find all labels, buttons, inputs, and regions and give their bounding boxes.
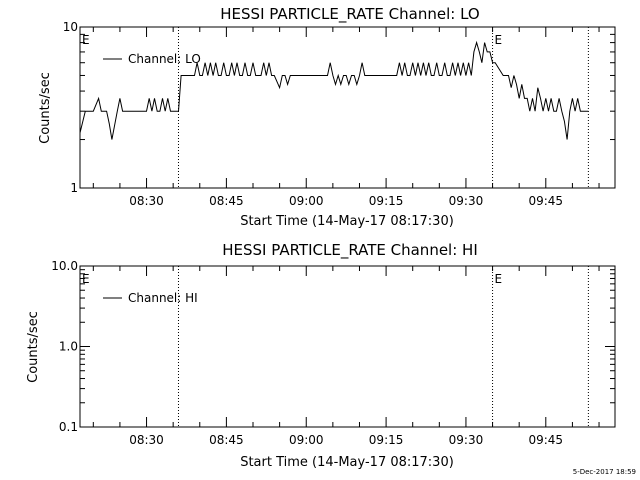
panel-hi: HESSI PARTICLE_RATE Channel: HI Start Ti… xyxy=(26,241,478,470)
panel-lo: HESSI PARTICLE_RATE Channel: LO Start Ti… xyxy=(38,5,480,229)
panel-hi-legend-label: Channel: HI xyxy=(128,291,198,305)
x-tick-label: 08:30 xyxy=(129,194,164,208)
x-tick-label: 08:45 xyxy=(209,433,244,447)
y-tick-label: 10.0 xyxy=(51,259,78,273)
y-tick-label: 1.0 xyxy=(59,340,78,354)
y-tick-label: 1 xyxy=(70,181,78,195)
x-tick-label: 09:00 xyxy=(289,194,324,208)
x-tick-label: 09:15 xyxy=(369,194,404,208)
event-marker-label: E xyxy=(82,272,90,286)
panel-lo-title: HESSI PARTICLE_RATE Channel: LO xyxy=(220,5,479,24)
x-tick-label: 09:00 xyxy=(289,433,324,447)
panel-lo-ylabel: Counts/sec xyxy=(38,72,53,144)
panel-lo-legend-label: Channel: LO xyxy=(128,52,201,66)
x-tick-label: 09:45 xyxy=(528,194,563,208)
panel-hi-xlabel: Start Time (14-May-17 08:17:30) xyxy=(240,455,454,470)
panel-lo-xlabel: Start Time (14-May-17 08:17:30) xyxy=(240,214,454,229)
x-tick-label: 09:30 xyxy=(449,433,484,447)
series-line-0 xyxy=(79,40,589,140)
x-tick-label: 09:30 xyxy=(449,194,484,208)
x-tick-label: 08:45 xyxy=(209,194,244,208)
panel-1-plot: 0.1 1.0 10.0 08:30 08:45 09:00 09:15 09:30 09:45… xyxy=(51,259,616,447)
y-tick-label: 10 xyxy=(63,20,78,34)
date-stamp: 5-Dec-2017 18:59 xyxy=(573,468,636,476)
plot-frame xyxy=(79,26,616,189)
event-marker-label: E xyxy=(495,33,503,47)
panel-hi-ylabel: Counts/sec xyxy=(26,311,41,383)
x-tick-label: 08:30 xyxy=(129,433,164,447)
x-tick-label: 09:15 xyxy=(369,433,404,447)
x-tick-label: 09:45 xyxy=(528,433,563,447)
event-marker-label: E xyxy=(495,272,503,286)
y-tick-label: 0.1 xyxy=(59,420,78,434)
event-marker-label: E xyxy=(82,33,90,47)
panel-0-plot: 1 10 08:30 08:45 09:00 09:15 09:30 09:45 E E xyxy=(63,20,616,208)
panel-hi-title: HESSI PARTICLE_RATE Channel: HI xyxy=(222,241,478,260)
